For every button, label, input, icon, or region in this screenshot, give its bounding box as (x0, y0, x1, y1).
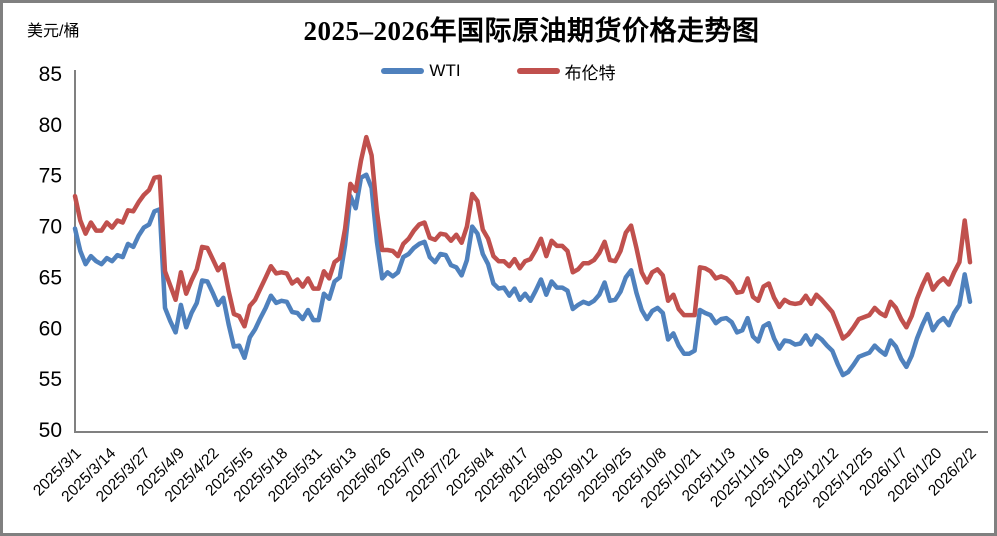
chart-legend: WTI 布伦特 (3, 59, 994, 83)
y-tick-label: 60 (39, 317, 62, 340)
wti-series-line (72, 172, 973, 378)
wti-legend-label: WTI (429, 61, 461, 80)
y-tick-label: 85 (39, 63, 62, 86)
y-axis-unit-label: 美元/桶 (27, 23, 80, 40)
brent-series-line (72, 134, 973, 341)
brent-legend-label: 布伦特 (564, 63, 616, 83)
brent-line-swatch (516, 68, 560, 74)
y-tick-label: 65 (39, 266, 62, 289)
price-chart: 85807570656055502025/3/12025/3/142025/3/… (30, 63, 988, 512)
y-tick-label: 80 (39, 114, 62, 137)
chart-title: 2025–2026年国际原油期货价格走势图 (303, 16, 760, 46)
y-tick-label: 50 (39, 419, 62, 442)
y-tick-label: 75 (39, 165, 62, 188)
wti-line-swatch (381, 68, 425, 74)
legend-item-brent: 布伦特 (516, 59, 616, 84)
y-tick-label: 70 (39, 216, 62, 239)
legend-item-wti: WTI (381, 61, 461, 81)
y-tick-label: 55 (39, 368, 62, 391)
